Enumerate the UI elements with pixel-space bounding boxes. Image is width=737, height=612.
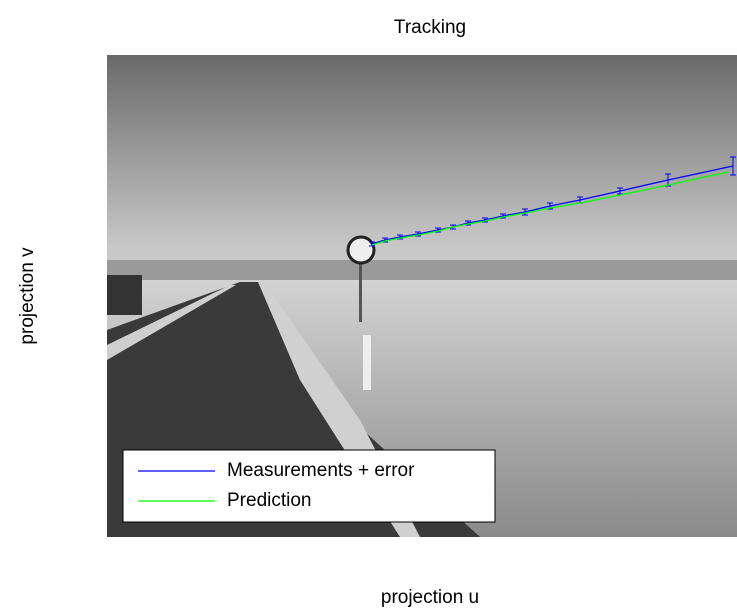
x-axis-label: projection u bbox=[381, 587, 479, 608]
chart: Tracking projection u projection v Measu… bbox=[0, 0, 737, 612]
legend-label: Prediction bbox=[227, 490, 312, 511]
chart-title: Tracking bbox=[394, 17, 466, 38]
y-axis-label: projection v bbox=[17, 247, 38, 345]
legend-label: Measurements + error bbox=[227, 460, 415, 481]
